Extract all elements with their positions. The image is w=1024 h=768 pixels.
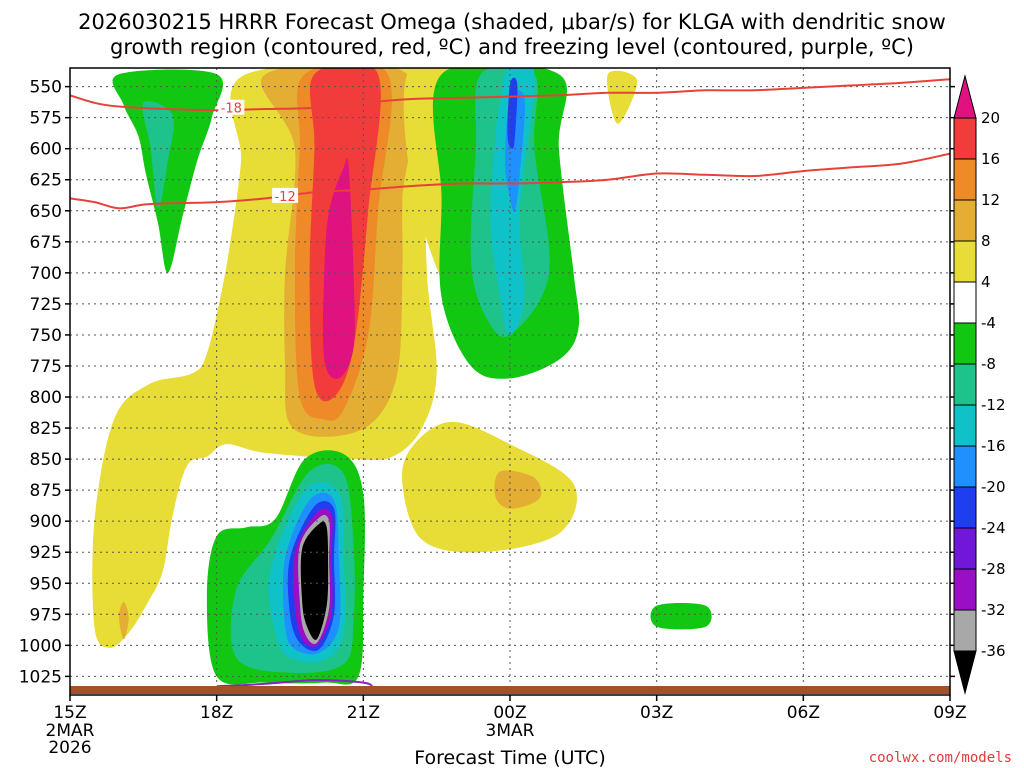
y-tick-label: 800: [30, 388, 62, 408]
colorbar-swatch: [953, 199, 977, 242]
colorbar-swatch: [953, 445, 977, 488]
omega-region-black: [300, 521, 329, 640]
chart-title-line2: growth region (contoured, red, ºC) and f…: [110, 35, 914, 59]
colorbar-label: -4: [981, 314, 996, 332]
ground-terrain: [70, 686, 950, 694]
freezing-level-contour: [216, 679, 374, 689]
colorbar-swatch: [953, 158, 977, 201]
colorbar: 20 16 12 8 4 -4 -8 -12 -16 -20 -24 -28 -32 -36: [953, 74, 1006, 695]
y-tick-label: 725: [30, 295, 62, 315]
x-tick-label: 03Z: [640, 703, 673, 723]
x-tick-date: 3MAR: [486, 721, 535, 741]
omega-region-amber: [494, 470, 542, 509]
y-tick-label: 650: [30, 202, 62, 222]
colorbar-swatch: [953, 363, 977, 406]
colorbar-swatch: [953, 568, 977, 611]
colorbar-label: 16: [981, 150, 1000, 168]
omega-region-yellow: [607, 70, 638, 124]
y-tick-label: 550: [30, 78, 62, 98]
y-tick-label: 875: [30, 481, 62, 501]
x-tick-label: 18Z: [200, 703, 233, 723]
contour-lines: [70, 78, 950, 689]
y-tick-label: 850: [30, 450, 62, 470]
y-tick-label: 900: [30, 512, 62, 532]
colorbar-label: -32: [981, 601, 1006, 619]
y-tick-label: 950: [30, 574, 62, 594]
colorbar-label: 20: [981, 109, 1000, 127]
colorbar-label: -24: [981, 519, 1006, 537]
colorbar-swatch: [953, 322, 977, 365]
grid-lines: [70, 68, 950, 695]
colorbar-top-arrow: [953, 74, 977, 119]
y-tick-label: 625: [30, 171, 62, 191]
x-tick-date: 2MAR: [46, 721, 95, 741]
colorbar-swatch: [953, 486, 977, 529]
x-tick-label: 15Z: [53, 703, 86, 723]
omega-region-green: [112, 69, 224, 273]
y-tick-label: 1000: [19, 636, 62, 656]
y-axis: 550 575 600 625 650 675 700 725 750 775 800 825 850 8…: [19, 78, 955, 687]
colorbar-label: 8: [981, 232, 991, 250]
omega-region-yellow: [402, 421, 577, 553]
chart-title-line1: 2026030215 HRRR Forecast Omega (shaded, …: [78, 10, 946, 34]
colorbar-label: -12: [981, 396, 1006, 414]
colorbar-swatch: [953, 240, 977, 283]
dgz-contour--12: [70, 152, 950, 210]
colorbar-label: -36: [981, 642, 1006, 660]
y-tick-label: 1025: [19, 667, 62, 687]
colorbar-swatch: [953, 117, 977, 160]
omega-region-amber: [118, 601, 129, 640]
omega-region-magenta: [322, 157, 355, 379]
x-tick-label: 09Z: [933, 703, 966, 723]
y-tick-label: 925: [30, 543, 62, 563]
y-tick-label: 600: [30, 140, 62, 160]
colorbar-swatch: [953, 609, 977, 652]
y-tick-label: 750: [30, 326, 62, 346]
y-tick-label: 975: [30, 605, 62, 625]
contour-label: -12: [274, 190, 295, 205]
x-tick-label: 21Z: [347, 703, 380, 723]
omega-region-green: [650, 602, 712, 630]
colorbar-swatch: [953, 281, 977, 324]
y-tick-label: 675: [30, 233, 62, 253]
colorbar-label: 4: [981, 273, 991, 291]
colorbar-label: -8: [981, 355, 996, 373]
y-tick-label: 700: [30, 264, 62, 284]
x-tick-year: 2026: [48, 738, 91, 758]
omega-region-bluedark: [507, 77, 518, 149]
x-tick-label: 06Z: [787, 703, 820, 723]
omega-shaded-regions: [92, 68, 712, 685]
y-tick-label: 575: [30, 109, 62, 129]
contour-label-bg: [272, 187, 299, 203]
x-tick-label: 00Z: [493, 703, 526, 723]
y-tick-label: 825: [30, 419, 62, 439]
omega-region-teal: [142, 100, 174, 209]
credit-link[interactable]: coolwx.com/models: [869, 750, 1012, 766]
colorbar-label: 12: [981, 191, 1000, 209]
colorbar-swatch: [953, 527, 977, 570]
contour-label: -18: [221, 102, 242, 117]
dgz-contour--18: [70, 78, 950, 112]
colorbar-bottom-arrow: [953, 650, 977, 695]
x-axis-label: Forecast Time (UTC): [414, 747, 605, 768]
y-tick-label: 775: [30, 357, 62, 377]
colorbar-swatch: [953, 404, 977, 447]
colorbar-label: -20: [981, 478, 1006, 496]
contour-label-bg: [218, 99, 245, 115]
colorbar-label: -16: [981, 437, 1006, 455]
colorbar-label: -28: [981, 560, 1006, 578]
